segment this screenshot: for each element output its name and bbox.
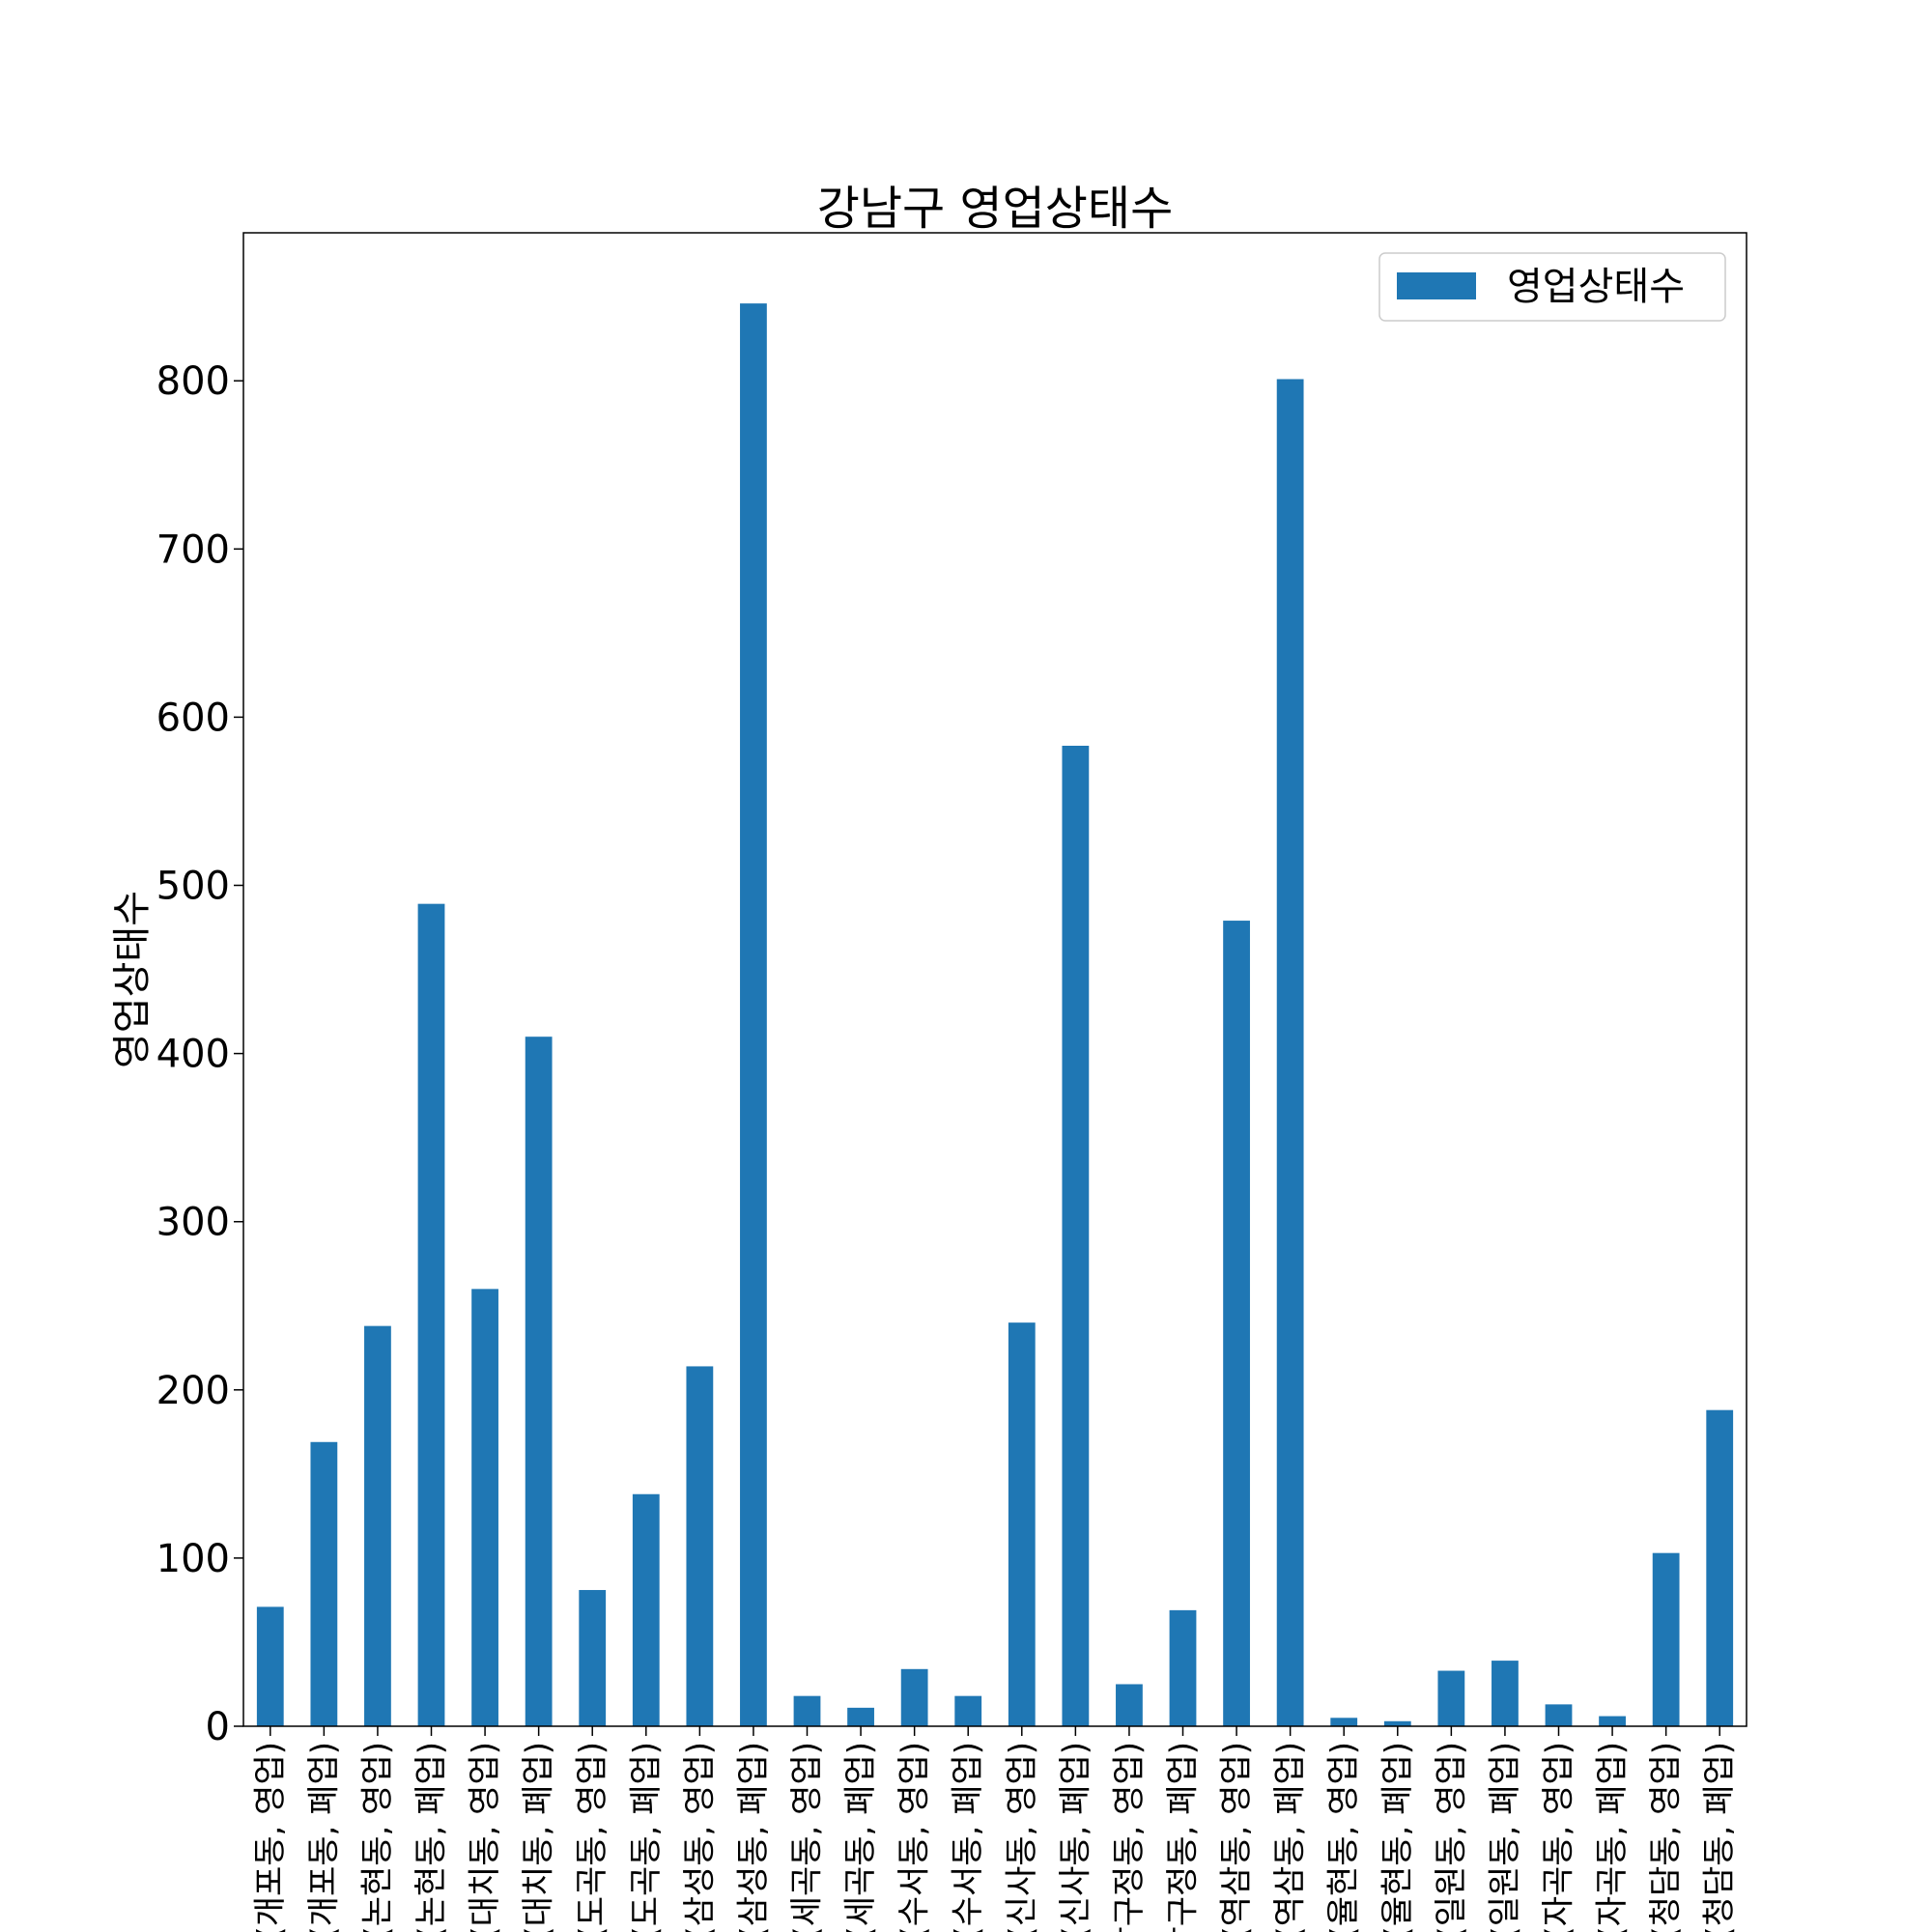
y-tick-label-4: 400	[156, 1033, 230, 1077]
bar-1	[310, 1441, 338, 1726]
x-tick-label-17: (압구정동, 폐업)	[1164, 1742, 1203, 1932]
y-tick-label-6: 600	[156, 696, 230, 740]
bar-17	[1169, 1609, 1197, 1726]
bar-13	[954, 1695, 982, 1726]
bar-24	[1545, 1704, 1573, 1726]
y-tick-label-1: 100	[156, 1537, 230, 1581]
bar-12	[900, 1668, 928, 1726]
x-tick-label-9: (삼성동, 폐업)	[734, 1742, 773, 1932]
x-tick-label-6: (도곡동, 영업)	[573, 1742, 611, 1932]
bar-0	[256, 1606, 284, 1726]
x-tick-label-27: (청담동, 폐업)	[1700, 1742, 1739, 1932]
x-tick-label-15: (신사동, 폐업)	[1056, 1742, 1094, 1932]
bar-21	[1383, 1720, 1411, 1726]
bar-19	[1276, 379, 1304, 1727]
y-tick-label-3: 300	[156, 1201, 230, 1245]
x-tick-label-23: (일원동, 폐업)	[1486, 1742, 1524, 1932]
legend-box	[1378, 252, 1726, 322]
x-tick-label-18: (역삼동, 영업)	[1217, 1742, 1256, 1932]
bar-7	[632, 1493, 660, 1726]
y-tick-label-8: 800	[156, 359, 230, 404]
y-tick-label-5: 500	[156, 865, 230, 909]
bar-16	[1116, 1684, 1143, 1726]
bar-11	[847, 1707, 874, 1726]
legend-swatch	[1397, 272, 1476, 299]
x-tick-label-25: (자곡동, 폐업)	[1593, 1742, 1632, 1932]
bar-3	[417, 903, 445, 1726]
x-tick-label-3: (논현동, 폐업)	[412, 1742, 451, 1932]
x-tick-label-20: (율현동, 영업)	[1324, 1742, 1363, 1932]
y-tick-label-7: 700	[156, 527, 230, 572]
bar-2	[364, 1325, 391, 1726]
bar-4	[471, 1289, 498, 1726]
y-axis-ticks: 0 100 200 300 400 500 600 700 800	[156, 359, 243, 1749]
x-tick-label-16: (압구정동, 영업)	[1110, 1742, 1149, 1932]
x-tick-label-19: (역삼동, 폐업)	[1271, 1742, 1310, 1932]
x-tick-label-10: (세곡동, 영업)	[788, 1742, 827, 1932]
x-tick-label-7: (도곡동, 폐업)	[627, 1742, 666, 1932]
legend: 영업상태수	[1378, 252, 1726, 322]
x-tick-label-1: (개포동, 폐업)	[304, 1742, 343, 1932]
x-tick-label-24: (자곡동, 영업)	[1540, 1742, 1578, 1932]
bar-23	[1492, 1661, 1519, 1726]
bar-25	[1599, 1716, 1626, 1726]
bar-22	[1437, 1670, 1465, 1726]
bar-18	[1223, 921, 1250, 1726]
x-tick-label-22: (일원동, 영업)	[1432, 1742, 1470, 1932]
bar-10	[793, 1695, 821, 1726]
bar-27	[1706, 1409, 1734, 1726]
y-tick-label-0: 0	[206, 1705, 230, 1749]
x-tick-label-14: (신사동, 영업)	[1003, 1742, 1041, 1932]
y-tick-label-2: 200	[156, 1369, 230, 1413]
bar-26	[1652, 1552, 1680, 1726]
x-tick-label-8: (삼성동, 영업)	[680, 1742, 719, 1932]
legend-entry-label: 영업상태수	[1507, 265, 1685, 309]
bars-group	[256, 303, 1734, 1727]
bar-15	[1062, 746, 1090, 1726]
x-tick-label-0: (개포동, 영업)	[251, 1742, 290, 1932]
x-tick-label-21: (율현동, 폐업)	[1378, 1742, 1417, 1932]
bar-5	[525, 1037, 553, 1726]
bar-6	[579, 1589, 607, 1726]
x-tick-label-12: (수서동, 영업)	[895, 1742, 934, 1932]
x-tick-label-13: (수서동, 폐업)	[949, 1742, 987, 1932]
bar-14	[1008, 1322, 1036, 1726]
chart-title: 강남구 영업상태수	[817, 182, 1174, 236]
bar-20	[1330, 1718, 1358, 1726]
x-tick-label-11: (세곡동, 폐업)	[841, 1742, 880, 1932]
x-tick-label-26: (청담동, 영업)	[1647, 1742, 1686, 1932]
x-tick-label-2: (논현동, 영업)	[358, 1742, 397, 1932]
plot-frame	[242, 232, 1747, 1727]
x-tick-label-5: (대치동, 폐업)	[520, 1742, 558, 1932]
y-axis-label: 영업상태수	[110, 891, 155, 1068]
x-axis-ticks: (개포동, 영업) (개포동, 폐업) (논현동, 영업) (논현동, 폐업) (대치동…	[251, 1726, 1739, 1932]
bar-9	[740, 303, 767, 1727]
bar-8	[686, 1366, 714, 1726]
x-tick-label-4: (대치동, 영업)	[466, 1742, 504, 1932]
